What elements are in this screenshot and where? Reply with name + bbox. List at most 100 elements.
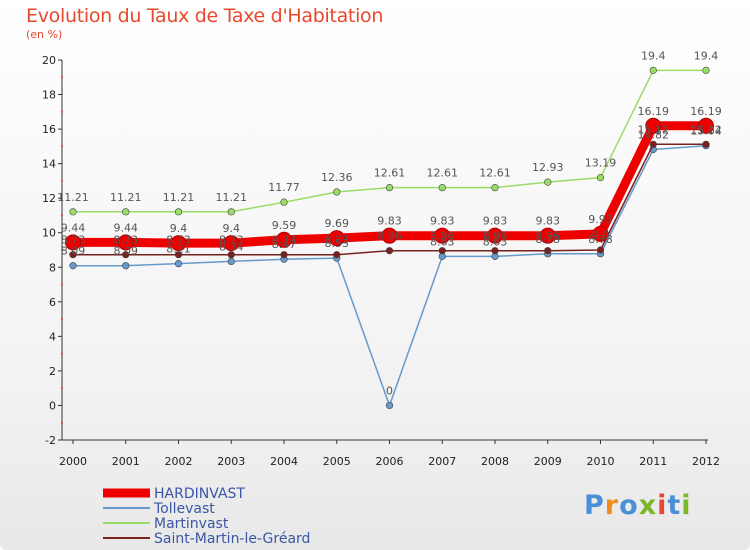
- x-tick-label: 2001: [112, 455, 140, 468]
- data-label: 14.82: [638, 128, 670, 141]
- data-point: [223, 235, 240, 252]
- x-tick-label: 2007: [428, 455, 456, 468]
- y-tick-label: 8: [49, 261, 56, 274]
- logo-letter: o: [619, 490, 639, 521]
- data-point: [227, 208, 235, 216]
- y-tick-label: 20: [42, 54, 56, 67]
- data-point: [122, 208, 130, 216]
- y-tick-label: 18: [42, 89, 56, 102]
- data-label: 9.4: [223, 222, 241, 235]
- y-tick-label: 4: [49, 330, 56, 343]
- data-label: 15.04: [690, 125, 722, 138]
- data-label: 11.21: [110, 191, 142, 204]
- data-label: 8.96: [483, 230, 508, 243]
- data-point: [385, 184, 394, 192]
- data-point: [333, 188, 341, 196]
- legend-label: Saint-Martin-le-Gréard: [154, 531, 310, 547]
- x-tick-label: 2005: [323, 455, 351, 468]
- data-label: 15.12: [690, 123, 722, 136]
- x-tick-label: 2002: [165, 455, 193, 468]
- series-lines: [65, 66, 714, 410]
- logo-letter: t: [667, 490, 682, 521]
- x-tick-label: 2000: [59, 455, 87, 468]
- data-label: 16.19: [690, 105, 722, 118]
- data-point: [487, 227, 503, 244]
- chart-title: Evolution du Taux de Taxe d'Habitation: [26, 5, 384, 27]
- data-labels: 11.21 11.21 11.21 11.21 11.77 12.36 12.61 12.61…: [57, 49, 722, 397]
- data-point: [174, 260, 183, 268]
- data-label: 9.0: [592, 229, 610, 242]
- data-point: [596, 246, 605, 254]
- x-tick-label: 2008: [481, 455, 509, 468]
- data-label: 8.96: [377, 230, 402, 243]
- data-point: [438, 247, 446, 255]
- data-point: [649, 140, 657, 148]
- y-tick-label: 6: [49, 296, 56, 309]
- data-point: [544, 178, 552, 186]
- x-tick-label: 2006: [376, 455, 404, 468]
- data-point: [333, 251, 341, 259]
- data-label: 8.73: [114, 234, 139, 247]
- data-point: [596, 174, 605, 182]
- data-label: 8.09: [114, 245, 139, 258]
- data-label: 8.73: [166, 234, 191, 247]
- data-point: [69, 251, 77, 259]
- axes: -2 0 2 4 6 8 10 12 14 16 18 20 2000 2001 2002 2003 2004 2…: [42, 54, 720, 468]
- data-label: 8.96: [430, 230, 455, 243]
- data-point: [65, 234, 81, 251]
- data-point: [174, 208, 183, 216]
- y-tick-label: 12: [42, 192, 56, 205]
- data-label: 8.09: [61, 245, 86, 258]
- data-label: 9.83: [483, 215, 508, 228]
- data-point: [649, 66, 657, 74]
- data-label: 8.73: [272, 234, 297, 247]
- data-point: [438, 184, 446, 192]
- proxiti-logo: Proxiti: [584, 490, 692, 521]
- legend-label: Martinvast: [154, 516, 229, 532]
- data-point: [592, 225, 609, 242]
- data-label: 12.61: [427, 167, 459, 180]
- data-label: 11.21: [216, 191, 248, 204]
- data-point: [645, 117, 662, 134]
- y-tick-label: -2: [45, 434, 56, 447]
- data-label: 8.63: [430, 235, 455, 248]
- y-tick-label: 0: [49, 399, 56, 412]
- legend: HARDINVASTTollevastMartinvastSaint-Marti…: [103, 486, 310, 547]
- data-point: [539, 227, 556, 244]
- data-point: [544, 247, 552, 255]
- data-label: 13.19: [585, 157, 617, 170]
- data-label: 8.78: [536, 233, 561, 246]
- data-label: 0: [386, 384, 393, 397]
- data-label: 8.21: [166, 243, 191, 256]
- data-point: [122, 262, 130, 270]
- x-tick-label: 2003: [217, 455, 245, 468]
- data-label: 19.4: [641, 49, 666, 62]
- data-point: [328, 230, 345, 247]
- data-label: 19.4: [694, 49, 719, 62]
- data-point: [381, 227, 398, 244]
- data-point: [491, 247, 499, 255]
- data-label: 12.36: [321, 171, 353, 184]
- legend-label: Tollevast: [153, 501, 215, 517]
- x-tick-label: 2012: [692, 455, 720, 468]
- data-point: [434, 227, 451, 244]
- legend-label: HARDINVAST: [154, 486, 245, 502]
- data-label: 11.21: [163, 191, 195, 204]
- y-tick-label: 2: [49, 365, 56, 378]
- data-label: 9.93: [588, 213, 613, 226]
- data-label: 8.47: [272, 238, 297, 251]
- data-label: 9.83: [430, 215, 455, 228]
- data-point: [69, 208, 77, 216]
- data-point: [702, 66, 710, 74]
- data-point: [702, 140, 710, 148]
- data-point: [170, 235, 187, 252]
- chart-subtitle: (en %): [26, 28, 63, 41]
- y-tick-label: 14: [42, 158, 56, 171]
- data-label: 8.96: [536, 230, 561, 243]
- data-point: [227, 257, 235, 266]
- y-tick-label: 10: [42, 227, 56, 240]
- x-tick-label: 2011: [639, 455, 667, 468]
- y-tick-label: 16: [42, 123, 56, 136]
- data-point: [280, 198, 288, 206]
